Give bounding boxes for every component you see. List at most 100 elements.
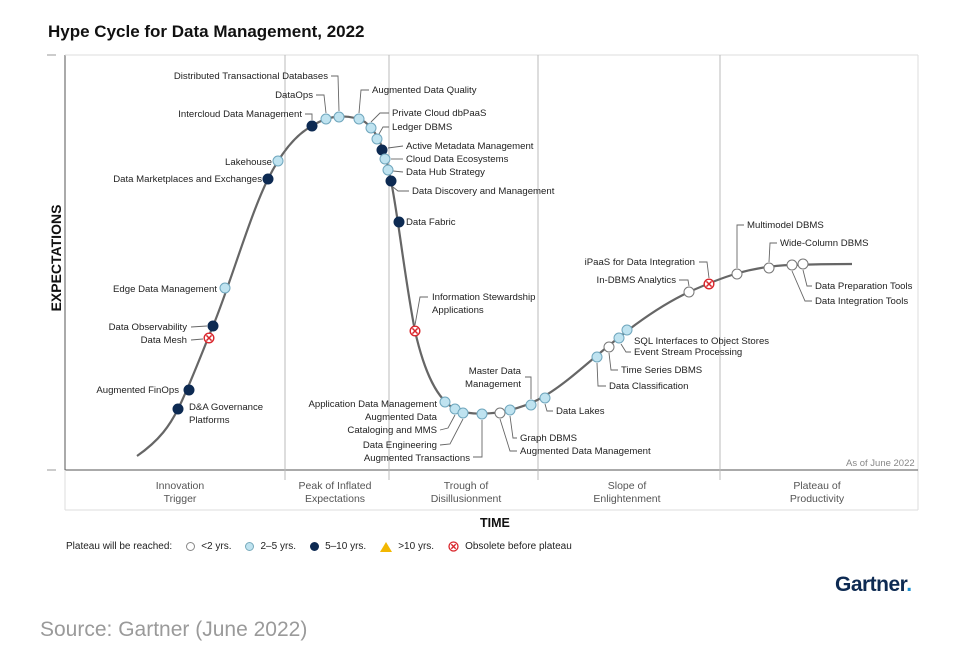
source-caption: Source: Gartner (June 2022) [40,618,308,641]
technology-label-data-mesh: Data Mesh [141,335,187,346]
technology-label-information-stewardship-applications: Applications [432,305,484,316]
technology-marker-augmented-transactions [476,408,488,420]
phase-label: Innovation [156,480,205,492]
legend-light-blue-circle-icon [245,542,255,551]
gartner-logo: Gartner. [835,573,912,596]
technology-marker-ledger-dbms [371,133,383,145]
technology-marker-data-fabric [393,216,405,228]
phase-label: Peak of Inflated [299,480,372,492]
technology-marker-augmented-data-management [494,407,506,419]
technology-label-data-discovery-and-management: Data Discovery and Management [412,186,555,197]
technology-label-ipaas-for-data-integration: iPaaS for Data Integration [585,257,695,268]
technology-marker-data-marketplaces-and-exchanges [262,173,274,185]
phase-label: Plateau of [793,480,840,492]
y-axis-label: EXPECTATIONS [48,204,64,312]
technology-marker-data-observability [207,320,219,332]
technology-marker-data-preparation-tools [797,258,809,270]
technology-label-distributed-transactional-databases: Distributed Transactional Databases [174,71,328,82]
technology-label-event-stream-processing: Event Stream Processing [634,347,742,358]
leader-line [791,270,812,302]
logo-text: Gartner [835,573,907,596]
as-of-note: As of June 2022 [846,458,915,469]
phase-label: Trigger [164,493,197,505]
technology-marker-in-dbms-analytics [683,286,695,298]
technology-marker-private-cloud-dbpaas [365,122,377,134]
leader-line [378,126,389,135]
legend-label: 5–10 yrs. [325,541,367,552]
technology-label-data-classification: Data Classification [609,381,688,392]
technology-marker-dataops [320,113,332,125]
technology-marker-lakehouse [272,155,284,167]
leader-line [608,352,618,371]
technology-label-augmented-data-management: Augmented Data Management [520,446,651,457]
leader-line [370,112,389,123]
technology-marker-multimodel-dbms [731,268,743,280]
leader-line [699,261,710,279]
technology-marker-wide-column-dbms [763,262,775,274]
technology-label-dataops: DataOps [275,90,313,101]
technology-label-data-marketplaces-and-exchanges: Data Marketplaces and Exchanges [113,174,262,185]
legend-dark-blue-circle-icon [310,542,320,551]
technology-label-augmented-data-quality: Augmented Data Quality [372,85,477,96]
technology-label-data-integration-tools: Data Integration Tools [815,296,908,307]
technology-marker-data-classification [591,351,603,363]
technology-label-lakehouse: Lakehouse [225,157,272,168]
leader-line [190,338,204,341]
technology-label-private-cloud-dbpaas: Private Cloud dbPaaS [392,108,486,119]
technology-label-active-metadata-management: Active Metadata Management [406,141,534,152]
chart-title: Hype Cycle for Data Management, 2022 [48,22,365,41]
technology-label-wide-column-dbms: Wide-Column DBMS [780,238,869,249]
leader-line [331,75,340,112]
technology-label-augmented-transactions: Augmented Transactions [364,453,470,464]
phase-label: Expectations [305,493,365,505]
technology-label-data-preparation-tools: Data Preparation Tools [815,281,913,292]
leader-line [736,224,744,268]
technology-marker-data-lakes [539,392,551,404]
leader-line [392,170,404,173]
leader-line [358,89,369,114]
leader-line [768,242,777,263]
technology-label-multimodel-dbms: Multimodel DBMS [747,220,824,231]
obsolete-marker-icon [409,325,421,337]
technology-marker-augmented-finops [183,384,195,396]
technology-label-information-stewardship-applications: Information Stewardship [432,292,535,303]
technology-label-graph-dbms: Graph DBMS [520,433,577,444]
legend-white-circle-icon [186,542,196,551]
legend-label: 2–5 yrs. [260,541,297,552]
technology-label-augmented-finops: Augmented FinOps [96,385,179,396]
technology-marker-time-series-dbms [603,341,615,353]
leader-line [499,418,517,452]
leader-line [316,94,327,114]
technology-label-application-data-management: Application Data Management [308,399,437,410]
technology-marker-distributed-transactional-databases [333,111,345,123]
technology-label-sql-interfaces-to-object-stores: SQL Interfaces to Object Stores [634,336,769,347]
technology-marker-data-discovery-and-management [385,175,397,187]
leader-line [387,145,404,149]
leader-line [473,420,483,458]
leader-line [620,343,631,353]
leader-line [414,296,428,326]
technology-label-d-a-governance-platforms: D&A Governance [189,402,263,413]
technology-label-data-lakes: Data Lakes [556,406,605,417]
hype-curve [136,115,853,457]
leader-line [544,403,553,412]
leader-line [190,325,208,328]
technology-marker-active-metadata-management [376,144,388,156]
technology-marker-edge-data-management [219,282,231,294]
technology-label-edge-data-management: Edge Data Management [113,284,217,295]
leader-line [802,269,812,287]
leader-line [439,414,456,431]
leader-line [679,279,690,287]
phase-label: Productivity [790,493,845,505]
legend-title: Plateau will be reached: [66,541,173,552]
leader-line [596,362,606,387]
legend-obsolete-icon [448,541,459,552]
technology-label-in-dbms-analytics: In-DBMS Analytics [597,275,677,286]
phase-label: Slope of [608,480,647,492]
technology-marker-d-a-governance-platforms [172,403,184,415]
technology-label-cloud-data-ecosystems: Cloud Data Ecosystems [406,154,509,165]
technology-marker-application-data-management [439,396,451,408]
technology-label-ledger-dbms: Ledger DBMS [392,122,452,133]
obsolete-marker-icon [703,278,715,290]
